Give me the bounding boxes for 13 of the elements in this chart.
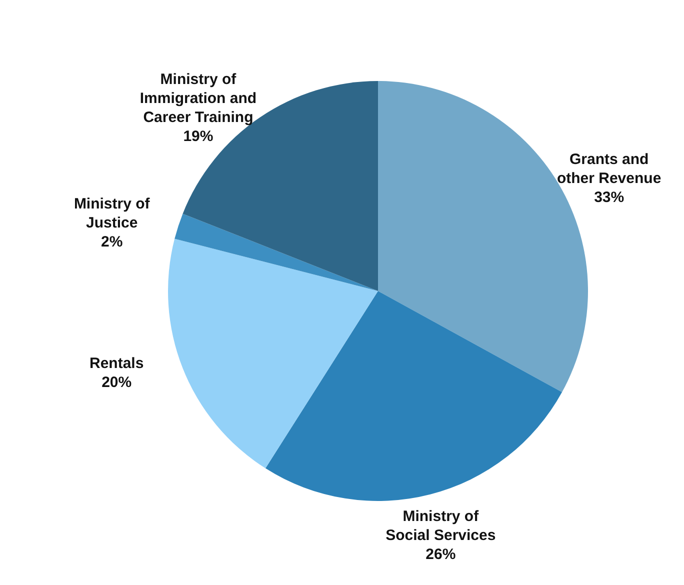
slice-label: Ministry of Immigration and Career Training <box>140 70 257 126</box>
data-label: 33% <box>594 188 624 206</box>
slice-label: Grants and other Revenue <box>556 150 662 187</box>
pie-slice <box>265 291 562 501</box>
slice-label: Ministry of Justice <box>74 195 151 232</box>
pie-slice <box>174 214 378 291</box>
slice-label: Rentals <box>89 355 144 372</box>
slice-label: Ministry of Social Services <box>386 508 496 544</box>
pie-slice <box>168 238 378 468</box>
data-label: 26% <box>426 546 456 564</box>
data-label: 20% <box>102 374 132 392</box>
data-label: 19% <box>183 128 214 145</box>
data-label: 2% <box>101 233 123 250</box>
